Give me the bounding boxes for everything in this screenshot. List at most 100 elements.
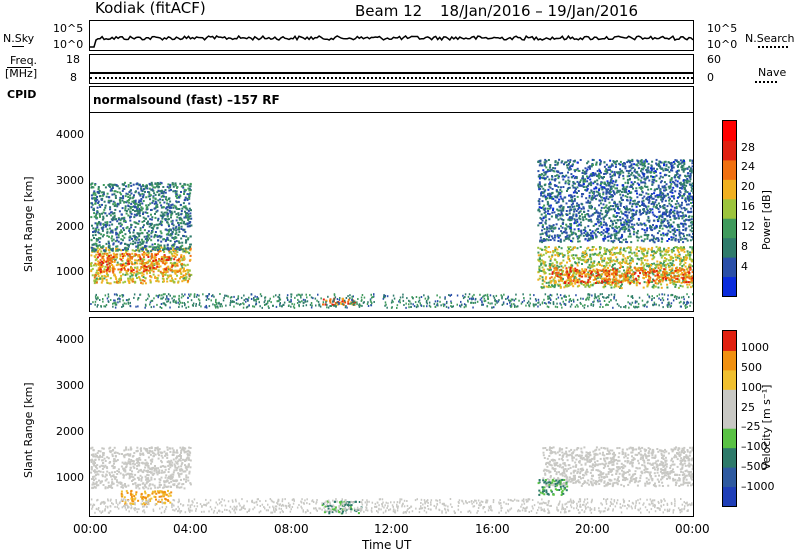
power-cell xyxy=(183,258,186,261)
power-cell xyxy=(131,237,133,240)
power-cell xyxy=(104,223,107,226)
power-cell xyxy=(163,195,165,198)
power-cell xyxy=(683,184,686,186)
power-cell xyxy=(689,229,692,232)
power-cell xyxy=(655,269,658,272)
power-cell xyxy=(558,198,561,201)
power-cell xyxy=(635,252,638,255)
power-cell xyxy=(621,258,624,261)
power-cell xyxy=(671,238,674,241)
power-cell xyxy=(609,278,611,281)
power-cell xyxy=(652,240,655,243)
power-cell xyxy=(660,286,663,289)
power-cell xyxy=(578,278,581,281)
power-cell xyxy=(619,236,622,239)
power-panel xyxy=(89,112,694,312)
power-cell xyxy=(156,249,159,252)
power-cell xyxy=(165,248,168,250)
power-cell xyxy=(170,244,173,247)
power-cell xyxy=(140,248,143,251)
power-cell xyxy=(660,224,663,227)
power-cell xyxy=(621,233,623,236)
power-cell xyxy=(657,267,660,270)
power-cell xyxy=(669,259,672,262)
power-cell xyxy=(678,267,681,270)
power-cell xyxy=(605,163,608,166)
power-cell xyxy=(132,205,135,208)
power-cell xyxy=(166,274,169,277)
power-cell xyxy=(667,264,670,267)
power-cell xyxy=(589,255,592,258)
power-cell xyxy=(174,227,177,230)
power-cell xyxy=(154,231,157,233)
power-cell xyxy=(550,235,553,238)
power-cell xyxy=(126,193,129,196)
power-cell xyxy=(542,187,545,190)
power-cell xyxy=(638,193,641,196)
power-cell xyxy=(127,261,130,264)
power-cell xyxy=(600,231,603,234)
power-cell xyxy=(91,203,94,206)
power-cell xyxy=(633,170,636,173)
power-cell xyxy=(657,249,660,252)
power-cell xyxy=(337,301,340,304)
power-cell xyxy=(540,270,543,272)
power-cell xyxy=(126,226,129,229)
power-cell xyxy=(679,263,681,266)
power-cell xyxy=(682,241,685,244)
power-cell xyxy=(105,247,108,250)
power-cell xyxy=(119,201,122,204)
power-cell xyxy=(608,192,611,195)
power-cell xyxy=(625,205,628,208)
power-cell xyxy=(590,198,593,201)
power-cell xyxy=(181,275,184,278)
power-cell xyxy=(581,270,584,273)
power-cell xyxy=(605,188,608,191)
power-cell xyxy=(680,276,683,279)
power-cell xyxy=(603,207,606,209)
power-cell xyxy=(598,159,601,162)
power-cell xyxy=(659,252,662,255)
power-cell xyxy=(100,198,103,201)
power-cell xyxy=(616,227,619,230)
power-cell xyxy=(630,279,633,282)
power-cell xyxy=(642,202,645,205)
power-cell xyxy=(614,260,617,263)
power-cell xyxy=(619,284,622,287)
power-cell xyxy=(167,276,170,279)
power-cell xyxy=(604,252,607,255)
power-cell xyxy=(648,220,651,223)
power-cell xyxy=(122,220,125,223)
power-cell xyxy=(622,278,625,281)
power-cell xyxy=(177,226,180,229)
power-cell xyxy=(176,259,179,262)
power-cell xyxy=(683,271,686,273)
power-cell xyxy=(162,249,165,252)
power-cell xyxy=(659,206,662,209)
power-cell xyxy=(543,211,546,214)
power-cell xyxy=(92,227,95,230)
power-cell xyxy=(142,185,145,188)
power-cell xyxy=(685,258,688,261)
power-cell xyxy=(145,196,148,199)
power-cell xyxy=(161,195,164,197)
power-cell xyxy=(595,271,598,274)
power-cell xyxy=(185,213,188,216)
power-cell xyxy=(101,279,104,282)
power-cell xyxy=(634,190,637,193)
noise-right-tick-bottom: 10^0 xyxy=(707,38,738,51)
power-cell xyxy=(336,303,339,306)
power-cell xyxy=(190,273,193,276)
power-cell xyxy=(544,261,547,264)
power-cell xyxy=(164,273,167,276)
power-cell xyxy=(647,205,650,208)
power-cell xyxy=(602,271,605,274)
power-cell xyxy=(560,273,563,275)
power-cell xyxy=(691,265,693,268)
power-cell xyxy=(97,192,100,195)
power-cell xyxy=(594,276,597,278)
power-cell xyxy=(125,212,128,215)
power-cell xyxy=(684,278,687,281)
power-cell xyxy=(546,194,549,197)
power-cell xyxy=(163,269,166,272)
